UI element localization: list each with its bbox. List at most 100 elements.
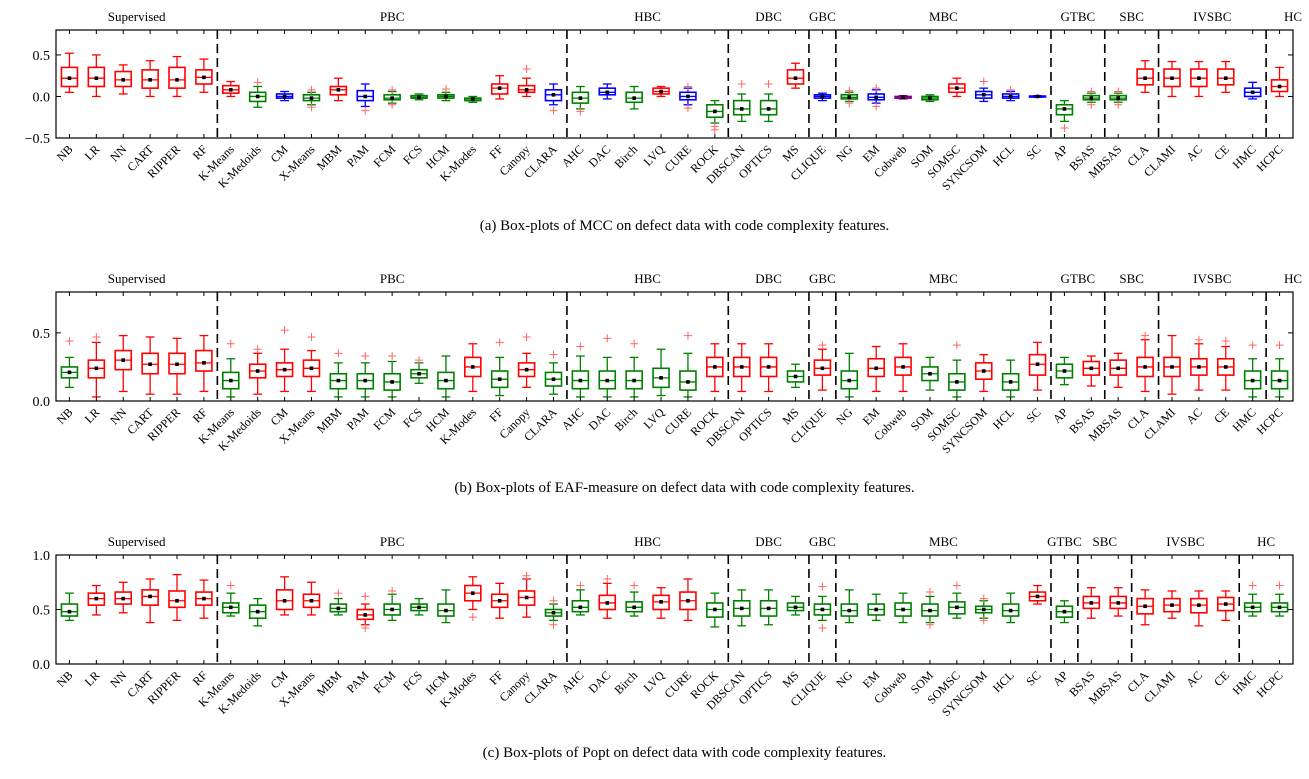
box-rock xyxy=(706,592,724,628)
box-mbsas xyxy=(1109,87,1128,109)
outlier-marker xyxy=(65,337,74,346)
outlier-marker xyxy=(710,125,719,134)
outlier-marker xyxy=(979,594,988,603)
box-ac xyxy=(1190,60,1208,98)
mean-marker xyxy=(1143,76,1147,80)
box-clara xyxy=(544,350,563,395)
x-tick-label: CURE xyxy=(662,142,695,175)
outlier-marker xyxy=(388,352,397,361)
mean-marker xyxy=(551,610,556,615)
box-fcs xyxy=(410,597,428,616)
mean-marker xyxy=(981,93,986,97)
box-iqr xyxy=(571,599,590,613)
x-tick-label: AC xyxy=(1183,142,1205,164)
outlier-marker xyxy=(818,624,827,633)
x-tick-label: LR xyxy=(82,668,103,689)
mean-marker xyxy=(1197,76,1201,80)
box-x-means xyxy=(302,85,321,112)
x-tick-label: MBM xyxy=(314,405,345,436)
mean-marker xyxy=(497,86,502,90)
box-clami xyxy=(1163,334,1181,395)
mean-marker xyxy=(67,76,72,80)
mean-marker xyxy=(605,601,610,605)
box-ripper xyxy=(168,573,186,622)
x-tick-label: NB xyxy=(54,668,76,690)
box-iqr xyxy=(141,69,159,89)
x-tick-label: AHC xyxy=(559,668,587,696)
mean-marker xyxy=(766,107,771,111)
mean-marker xyxy=(336,606,341,611)
box-birch xyxy=(625,85,643,110)
group-label-supervised: Supervised xyxy=(108,271,166,286)
box-sc xyxy=(1028,94,1047,99)
outlier-marker xyxy=(1221,337,1230,346)
box-bsas xyxy=(1082,587,1101,619)
mean-marker xyxy=(1116,366,1121,371)
x-tick-label: MBM xyxy=(314,142,345,173)
outlier-marker xyxy=(1194,335,1203,344)
box-k-modes xyxy=(464,95,482,103)
mean-marker xyxy=(1062,609,1067,614)
box-somsc xyxy=(948,341,966,398)
group-label-supervised: Supervised xyxy=(108,9,166,24)
x-tick-label: DAC xyxy=(586,405,614,433)
mean-marker xyxy=(524,88,529,92)
mean-marker xyxy=(202,596,206,601)
x-tick-label: MS xyxy=(779,142,801,164)
mean-marker xyxy=(981,369,986,373)
mean-marker xyxy=(659,89,663,94)
mean-marker xyxy=(390,380,394,384)
box-iqr xyxy=(598,370,617,390)
box-ac xyxy=(1190,335,1208,391)
box-hcm xyxy=(437,355,455,398)
box-iqr xyxy=(87,66,106,88)
mean-marker xyxy=(175,598,179,603)
group-label-hc: HC xyxy=(1284,271,1302,286)
y-tick-label: 0.5 xyxy=(33,49,51,64)
mean-marker xyxy=(1035,594,1040,599)
box-clique xyxy=(813,582,832,633)
group-label-supervised: Supervised xyxy=(108,534,166,549)
mean-marker xyxy=(713,607,717,612)
mean-marker xyxy=(981,607,986,612)
box-iqr xyxy=(894,356,912,376)
outlier-marker xyxy=(549,350,558,359)
box-ap xyxy=(1055,600,1074,624)
box-ng xyxy=(840,352,859,398)
plot-frame xyxy=(55,554,1294,665)
box-ce xyxy=(1216,337,1235,391)
outlier-marker xyxy=(603,574,612,583)
mean-marker xyxy=(1116,601,1121,605)
box-sc xyxy=(1028,341,1047,391)
mean-marker xyxy=(739,107,744,111)
box-clami xyxy=(1163,590,1181,619)
box-ff xyxy=(490,75,509,100)
outlier-marker xyxy=(952,341,961,350)
mean-marker xyxy=(148,78,152,82)
mean-marker xyxy=(228,378,233,383)
box-nb xyxy=(60,52,79,93)
mean-marker xyxy=(417,605,421,610)
mean-marker xyxy=(1062,369,1067,373)
box-sc xyxy=(1028,584,1047,605)
box-iqr xyxy=(759,99,778,116)
x-tick-label: MS xyxy=(779,405,801,427)
box-hcl xyxy=(1001,85,1020,102)
box-iqr xyxy=(732,99,751,116)
mean-marker xyxy=(955,86,959,90)
outlier-marker xyxy=(1275,341,1284,350)
group-label-mbc: MBC xyxy=(929,534,958,549)
x-tick-label: SC xyxy=(1023,405,1043,425)
box-clique xyxy=(813,92,832,102)
outlier-marker xyxy=(549,106,558,115)
outlier-marker xyxy=(576,342,585,351)
group-label-pbc: PBC xyxy=(380,9,405,24)
mean-marker xyxy=(820,366,825,371)
group-label-dbc: DBC xyxy=(755,271,782,286)
x-tick-label: MS xyxy=(779,668,801,690)
group-label-sbc: SBC xyxy=(1119,9,1144,24)
box-iqr xyxy=(168,66,186,89)
outlier-marker xyxy=(683,104,692,113)
box-rf xyxy=(195,58,213,93)
